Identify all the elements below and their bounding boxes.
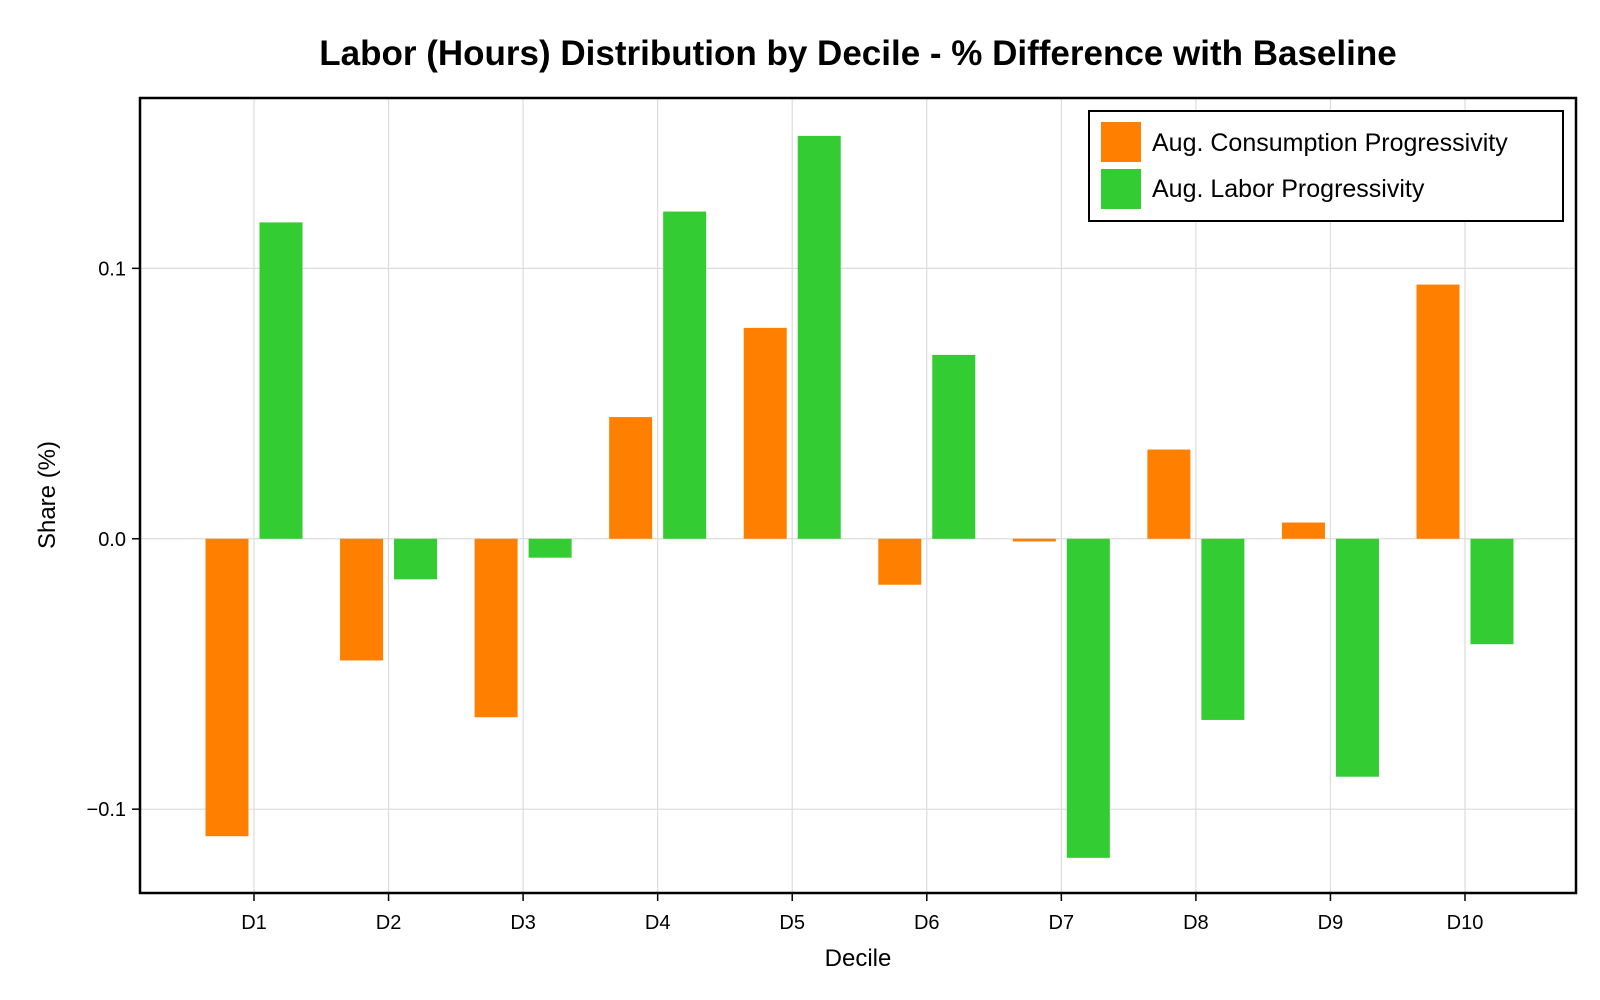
x-ticks: D1 D2 D3 D4 D5 D6 D7 D8 D9 D10 (241, 893, 1483, 934)
x-tick-label-d7: D7 (1049, 912, 1075, 934)
bar-labor-d10 (1470, 538, 1514, 645)
bar-labor-d8 (1201, 538, 1245, 720)
bar-consumption-d10 (1416, 284, 1460, 539)
bar-labor-d3 (528, 538, 572, 558)
legend: Aug. Consumption Progressivity Aug. Labo… (1088, 110, 1564, 222)
bar-consumption-d6 (878, 538, 922, 585)
bar-consumption-d3 (474, 538, 518, 718)
legend-box (1088, 110, 1564, 222)
legend-swatch-labor (1101, 169, 1141, 209)
chart-title: Labor (Hours) Distribution by Decile - %… (319, 34, 1397, 73)
y-tick-label: −0.1 (87, 799, 126, 821)
x-tick-label-d2: D2 (376, 912, 402, 934)
bar-consumption-d7 (1012, 538, 1056, 542)
grid-lines (140, 98, 1576, 893)
x-tick-label-d1: D1 (241, 912, 267, 934)
bar-consumption-d5 (743, 327, 787, 539)
y-ticks: −0.1 0.0 0.1 (87, 258, 140, 821)
x-tick-label-d3: D3 (510, 912, 536, 934)
x-tick-label-d5: D5 (779, 912, 805, 934)
y-tick-label: 0.1 (98, 258, 126, 280)
x-tick-label-d6: D6 (914, 912, 940, 934)
bar-consumption-d1 (205, 538, 249, 837)
bar-consumption-d2 (340, 538, 384, 661)
x-axis-label: Decile (825, 945, 892, 972)
legend-swatch-consumption (1101, 122, 1141, 162)
bar-labor-d9 (1335, 538, 1379, 777)
plot-frame (138, 96, 1578, 895)
bar-labor-d1 (259, 222, 303, 539)
x-tick-label-d8: D8 (1183, 912, 1209, 934)
bar-labor-d6 (932, 354, 976, 539)
legend-label-consumption: Aug. Consumption Progressivity (1152, 129, 1508, 157)
y-tick-label: 0.0 (98, 529, 126, 551)
bar-labor-d2 (394, 538, 438, 580)
bars (205, 135, 1514, 858)
y-axis-label: Share (%) (34, 441, 61, 549)
bar-labor-d7 (1066, 538, 1110, 858)
x-tick-label-d10: D10 (1447, 912, 1484, 934)
x-tick-label-d9: D9 (1318, 912, 1344, 934)
bar-labor-d5 (797, 135, 841, 539)
bar-consumption-d4 (609, 417, 653, 539)
bar-consumption-d8 (1147, 449, 1191, 539)
x-tick-label-d4: D4 (645, 912, 671, 934)
legend-label-labor: Aug. Labor Progressivity (1152, 175, 1425, 203)
bar-labor-d4 (663, 211, 707, 539)
bar-consumption-d9 (1281, 522, 1325, 539)
